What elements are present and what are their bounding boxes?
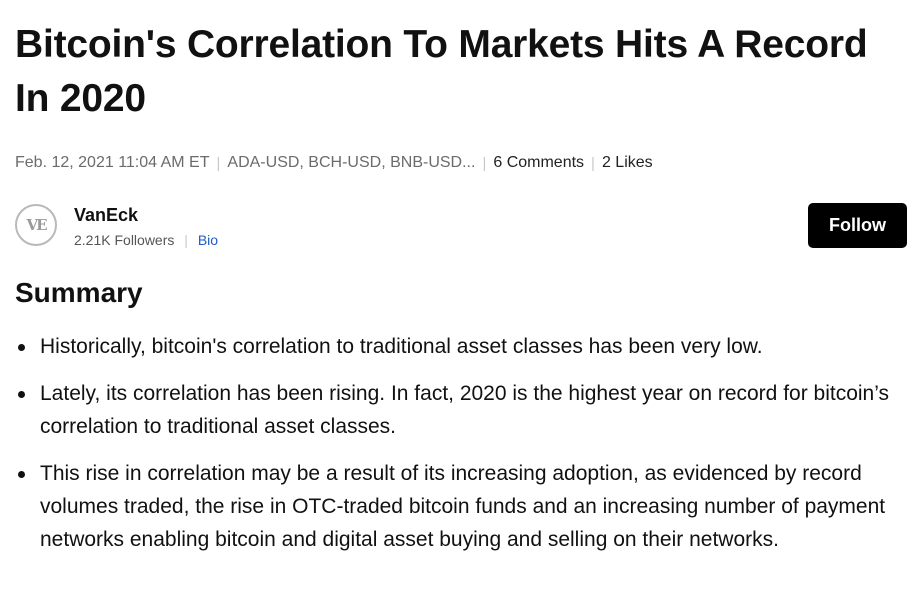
author-bar: VE VanEck 2.21K Followers | Bio Follow [15, 203, 910, 250]
publish-date: Feb. 12, 2021 11:04 AM ET [15, 154, 210, 171]
author-name-link[interactable]: VanEck [74, 205, 139, 225]
author-avatar[interactable]: VE [15, 204, 57, 246]
meta-divider: | [482, 154, 487, 172]
author-divider: | [184, 232, 188, 248]
meta-divider: | [216, 154, 221, 172]
summary-heading: Summary [15, 277, 143, 308]
followers-count: 2.21K Followers [74, 232, 175, 248]
bullet-dot-icon [18, 471, 25, 478]
article-meta: Feb. 12, 2021 11:04 AM ET | ADA-USD, BCH… [15, 153, 653, 173]
meta-divider: | [591, 154, 595, 172]
bullet-dot-icon [18, 344, 25, 351]
author-sub-info: 2.21K Followers | Bio [74, 231, 218, 249]
follow-button[interactable]: Follow [808, 203, 907, 248]
summary-bullet: This rise in correlation may be a result… [15, 457, 910, 556]
summary-bullet-text: Historically, bitcoin's correlation to t… [40, 335, 763, 358]
bullet-dot-icon [18, 391, 25, 398]
summary-list: Historically, bitcoin's correlation to t… [15, 330, 910, 570]
summary-bullet-text: This rise in correlation may be a result… [40, 462, 886, 551]
bio-link[interactable]: Bio [197, 232, 219, 248]
ticker-list-link[interactable]: ADA-USD, BCH-USD, BNB-USD... [227, 154, 476, 171]
summary-bullet: Historically, bitcoin's correlation to t… [15, 330, 910, 363]
comments-link[interactable]: 6 Comments [493, 154, 585, 171]
article-title: Bitcoin's Correlation To Markets Hits A … [15, 23, 868, 120]
article: Bitcoin's Correlation To Markets Hits A … [15, 0, 910, 551]
summary-bullet: Lately, its correlation has been rising.… [15, 377, 910, 443]
summary-bullet-text: Lately, its correlation has been rising.… [40, 382, 890, 438]
likes-link[interactable]: 2 Likes [601, 154, 653, 171]
